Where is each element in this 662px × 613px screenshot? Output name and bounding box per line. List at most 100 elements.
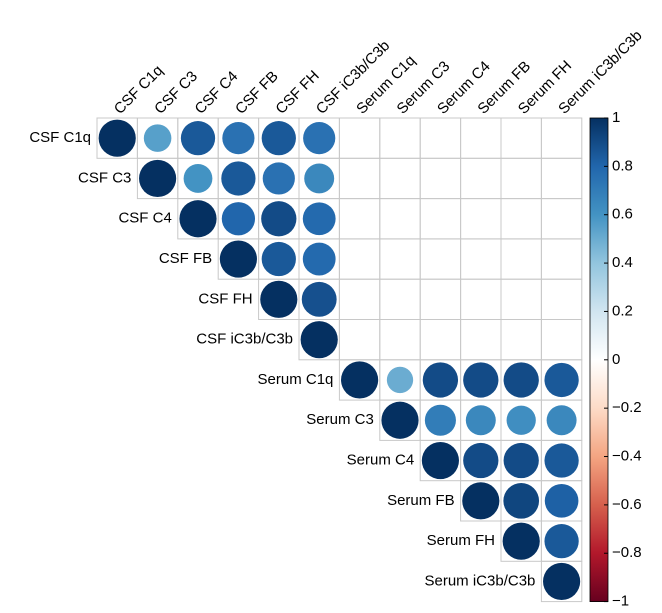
grid-cell [460, 319, 502, 361]
row-label: CSF C1q [29, 129, 91, 146]
grid-cell [379, 278, 421, 321]
color-tick-label: −0.8 [612, 544, 642, 561]
color-tick-label: −1 [612, 593, 629, 610]
corr-circle [546, 405, 577, 436]
grid-cell [500, 278, 542, 321]
grid-cell [460, 157, 502, 200]
corr-circle [421, 441, 459, 480]
grid-cell [338, 278, 381, 321]
corr-circle [341, 361, 379, 399]
grid-cell [540, 157, 583, 200]
grid-cell [540, 117, 583, 159]
row-label: Serum C1q [258, 371, 334, 388]
corr-circle [219, 240, 257, 278]
color-tick-label: 0.2 [612, 302, 633, 319]
column-label: CSF C4 [192, 68, 242, 118]
grid-cell [500, 198, 542, 240]
grid-cell [338, 117, 381, 159]
grid-cell [540, 319, 583, 361]
corr-circle [463, 442, 499, 479]
corr-circle [304, 163, 335, 194]
grid-cell [460, 278, 502, 321]
grid-cell [500, 319, 542, 361]
corr-circle [302, 242, 336, 276]
grid-cell [338, 238, 381, 280]
row-label: Serum C3 [306, 411, 374, 428]
grid-cell [379, 117, 421, 159]
corr-circle [544, 443, 579, 478]
color-tick-label: −0.6 [612, 496, 642, 513]
corr-circle [303, 122, 336, 155]
row-label: CSF FH [198, 290, 252, 307]
row-label: CSF iC3b/C3b [196, 331, 293, 348]
corr-circle [544, 484, 579, 518]
color-tick-label: 1 [612, 109, 620, 126]
corr-circle [139, 159, 177, 198]
corr-circle [463, 362, 499, 398]
grid-cell [338, 198, 381, 240]
grid-cell [500, 157, 542, 200]
row-label: Serum FH [427, 532, 495, 549]
corr-circle [183, 164, 213, 193]
grid-cell [419, 117, 462, 159]
corr-circle [503, 483, 540, 519]
corr-circle [381, 401, 419, 439]
row-label: Serum iC3b/C3b [425, 572, 536, 589]
corr-circle [179, 200, 217, 238]
grid-cell [540, 238, 583, 280]
corr-circle [98, 119, 136, 157]
grid-cell [419, 278, 462, 321]
corr-circle [506, 405, 536, 435]
corr-circle [300, 321, 338, 359]
corr-circle [261, 121, 296, 156]
corr-circle [544, 524, 579, 559]
color-tick-label: −0.4 [612, 447, 642, 464]
corr-circle [260, 280, 298, 318]
corr-circle [261, 201, 297, 237]
grid-cell [379, 157, 421, 200]
corr-circle [543, 562, 581, 601]
grid-cell [460, 117, 502, 159]
grid-cell [540, 278, 583, 321]
row-label: Serum FB [387, 492, 455, 509]
row-label: CSF C4 [118, 210, 171, 227]
grid-cell [379, 319, 421, 361]
color-tick-label: 0.4 [612, 254, 633, 271]
corr-circle [301, 281, 337, 317]
grid-cell [419, 157, 462, 200]
grid-cell [338, 157, 381, 200]
grid-cell [500, 117, 542, 159]
grid-cell [338, 319, 381, 361]
grid-cell [500, 238, 542, 280]
corr-circle [386, 366, 414, 394]
grid-cell [379, 198, 421, 240]
corr-circle [261, 241, 296, 277]
grid-cell [460, 238, 502, 280]
grid-cell [540, 560, 583, 603]
color-tick-label: 0 [612, 351, 620, 368]
corr-circle [502, 522, 540, 560]
row-label: Serum C4 [347, 452, 415, 469]
corr-circle [544, 362, 579, 398]
grid-cell [419, 319, 462, 361]
corr-circle [180, 121, 216, 156]
grid-cell [419, 198, 462, 240]
column-label: CSF FB [232, 68, 282, 118]
grid-cell [540, 198, 583, 240]
color-tick-label: 0.8 [612, 157, 633, 174]
color-tick-label: 0.6 [612, 206, 633, 223]
grid-cell [379, 238, 421, 280]
color-tick-label: −0.2 [612, 399, 642, 416]
corr-circle [302, 202, 336, 236]
corr-circle [465, 405, 496, 436]
grid-cell [460, 198, 502, 240]
corr-circle [143, 124, 172, 152]
grid-cell [419, 238, 462, 280]
corr-circle [222, 122, 255, 155]
corr-circle [262, 162, 295, 195]
corr-circle [221, 202, 256, 236]
row-label: CSF FB [159, 250, 212, 267]
corr-circle [424, 404, 456, 436]
corr-circle [503, 442, 539, 479]
